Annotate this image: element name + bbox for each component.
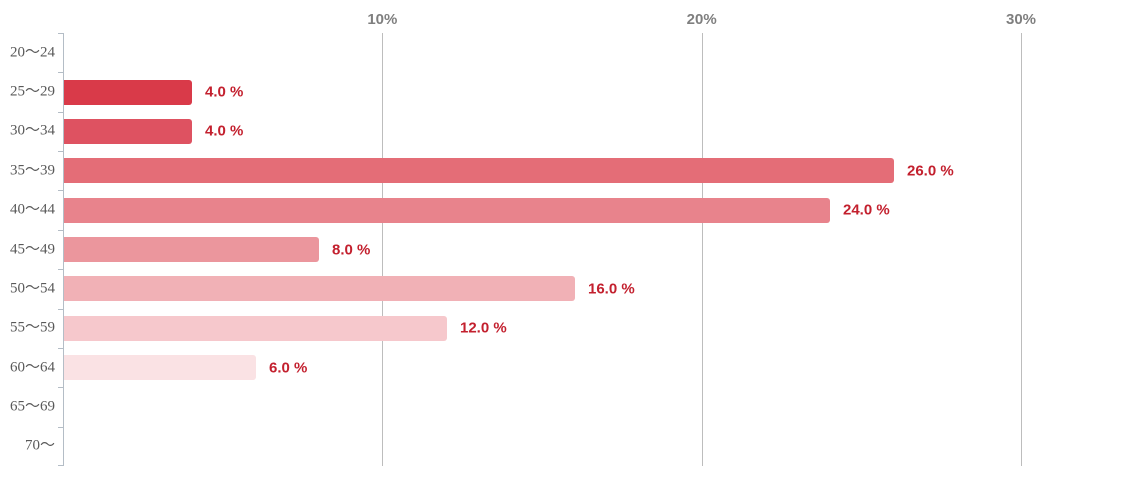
y-axis-line [63,33,64,466]
value-label: 4.0 % [205,83,244,101]
bar [64,355,256,381]
category-label: 40〜44 [9,201,55,218]
value-label: 6.0 % [269,359,308,377]
category-label: 30〜34 [9,122,55,139]
plot-area: 4.0 % 4.0 % 26.0 % 24.0 % 8.0 % 16.0 % 12.0 % 6… [58,33,1022,466]
value-label: 4.0 % [205,122,244,140]
y-axis-tick [58,112,63,113]
y-axis-tick [58,387,63,388]
category-label: 45〜49 [9,241,55,257]
y-axis-tick [58,348,63,349]
gridline-10% [382,33,383,466]
value-label: 16.0 % [588,280,635,298]
category-label: 55〜59 [9,319,55,336]
bar [64,79,192,105]
bar [64,276,575,302]
category-label: 35〜39 [9,162,55,179]
y-axis-tick [58,427,63,428]
category-label: 70〜 [24,437,55,454]
category-label: 20〜24 [9,44,55,61]
y-axis-tick [58,33,63,34]
category-label: 50〜54 [9,280,55,297]
y-axis-tick [58,230,63,231]
value-label: 26.0 % [907,162,954,180]
bar [64,118,192,144]
x-tick-label: 20% [686,11,717,28]
y-axis-tick [58,72,63,73]
bar [64,237,319,262]
gridline-20% [702,33,703,466]
y-axis-tick [58,465,63,466]
x-tick-label: 30% [1005,11,1037,28]
x-tick-label: 10% [367,11,398,28]
y-axis-tick [58,269,63,270]
bar [64,158,894,184]
value-label: 24.0 % [843,201,890,219]
value-label: 12.0 % [460,319,507,337]
y-axis-tick [58,190,63,191]
category-label: 60〜64 [9,359,55,376]
bar [64,197,830,223]
category-label: 25〜29 [9,83,55,100]
category-label: 65〜69 [9,398,55,415]
value-label: 8.0 % [332,241,371,258]
gridline-30% [1021,33,1022,466]
bar [64,315,447,341]
y-axis-tick [58,309,63,310]
y-axis-tick [58,151,63,152]
